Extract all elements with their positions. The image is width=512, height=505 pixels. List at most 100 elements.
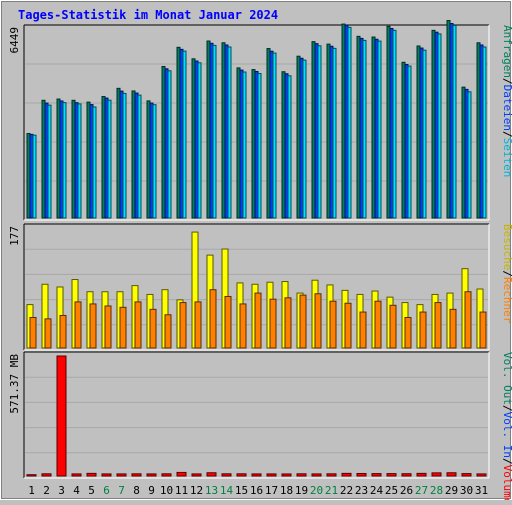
x-tick-label-day-31: 31: [475, 484, 488, 497]
bar-seiten-day-12: [197, 62, 202, 219]
x-tick-label-day-7: 7: [118, 484, 125, 497]
bar-volumen-day-28: [431, 472, 442, 477]
x-tick-label-day-9: 9: [148, 484, 155, 497]
x-tick-label-day-26: 26: [400, 484, 413, 497]
x-tick-label-day-5: 5: [88, 484, 95, 497]
x-tick-label-day-20: 20: [310, 484, 323, 497]
bar-rechner-day-8: [134, 301, 142, 349]
bar-seiten-day-19: [302, 59, 307, 219]
legend-dateien: Dateien: [501, 85, 512, 131]
panel-3-background: [24, 352, 489, 478]
x-tick-label-day-24: 24: [370, 484, 384, 497]
legend-vol-in: Vol. In: [501, 412, 512, 458]
x-tick-label-day-1: 1: [28, 484, 35, 497]
bar-rechner-day-3: [59, 314, 67, 349]
bar-volumen-day-3: [56, 355, 67, 477]
bar-volumen-day-8: [131, 473, 142, 477]
bar-volumen-day-30: [461, 473, 472, 477]
bar-seiten-day-24: [377, 40, 382, 219]
bar-seiten-day-31: [482, 46, 487, 219]
legend-separator: /: [501, 405, 512, 412]
bar-rechner-day-26: [404, 316, 412, 349]
bar-rechner-day-4: [74, 301, 82, 349]
bar-volumen-day-4: [71, 473, 82, 477]
x-tick-label-day-17: 17: [265, 484, 278, 497]
bar-seiten-day-17: [272, 52, 277, 219]
chart-title: Tages-Statistik im Monat Januar 2024: [18, 8, 278, 22]
bar-seiten-day-20: [317, 45, 322, 219]
bar-seiten-day-29: [452, 24, 457, 219]
bar-seiten-day-15: [242, 71, 247, 219]
bar-volumen-day-19: [296, 473, 307, 477]
panel-1-legend: Anfragen/Dateien/Seiten: [501, 25, 512, 177]
bar-rechner-day-31: [479, 311, 487, 349]
bar-rechner-day-24: [374, 300, 382, 349]
bar-volumen-day-23: [356, 472, 367, 477]
bar-volumen-day-26: [401, 473, 412, 477]
x-tick-label-day-15: 15: [235, 484, 248, 497]
bar-seiten-day-22: [347, 26, 352, 219]
bar-volumen-day-18: [281, 473, 292, 477]
bar-rechner-day-20: [314, 293, 322, 349]
bar-volumen-day-10: [161, 473, 172, 477]
x-tick-label-day-8: 8: [133, 484, 140, 497]
legend-anfragen: Anfragen: [501, 25, 512, 78]
x-tick-label-day-4: 4: [73, 484, 80, 497]
bar-rechner-day-17: [269, 298, 277, 349]
bar-volumen-day-29: [446, 472, 457, 477]
bar-rechner-day-14: [224, 295, 232, 349]
bar-seiten-day-1: [32, 134, 37, 219]
bar-rechner-day-9: [149, 308, 157, 349]
bar-seiten-day-5: [92, 106, 97, 219]
bar-volumen-day-14: [221, 473, 232, 477]
panels: 6449Anfragen/Dateien/Seiten177Besuche/Re…: [8, 20, 512, 505]
legend-separator: /: [501, 458, 512, 465]
x-tick-label-day-25: 25: [385, 484, 398, 497]
x-tick-label-day-3: 3: [58, 484, 65, 497]
bar-volumen-day-5: [86, 472, 97, 477]
bar-rechner-day-23: [359, 311, 367, 349]
bar-rechner-day-28: [434, 302, 442, 349]
bar-rechner-day-2: [44, 318, 52, 349]
bar-seiten-day-28: [437, 33, 442, 219]
x-tick-label-day-19: 19: [295, 484, 308, 497]
bar-rechner-day-12: [194, 301, 202, 349]
bar-rechner-day-16: [254, 292, 262, 349]
bar-volumen-day-15: [236, 473, 247, 477]
bar-rechner-day-27: [419, 311, 427, 349]
bar-volumen-day-2: [41, 473, 52, 477]
bar-volumen-day-12: [191, 473, 202, 477]
bar-seiten-day-6: [107, 99, 112, 219]
bar-volumen-day-20: [311, 473, 322, 477]
bar-rechner-day-22: [344, 302, 352, 349]
bar-volumen-day-6: [101, 473, 112, 477]
bar-volumen-day-21: [326, 473, 337, 477]
bar-rechner-day-30: [464, 291, 472, 349]
bar-volumen-day-24: [371, 473, 382, 477]
bar-volumen-day-9: [146, 473, 157, 477]
panel-1-ymax-label: 6449: [8, 27, 21, 54]
bar-rechner-day-29: [449, 308, 457, 349]
bar-rechner-day-18: [284, 297, 292, 349]
x-tick-label-day-23: 23: [355, 484, 368, 497]
x-tick-label-day-29: 29: [445, 484, 458, 497]
bar-volumen-day-22: [341, 472, 352, 477]
bar-rechner-day-15: [239, 303, 247, 349]
bar-rechner-day-19: [299, 294, 307, 349]
bar-seiten-day-4: [77, 103, 82, 219]
panel-2-ymax-label: 177: [8, 226, 21, 246]
x-tick-label-day-16: 16: [250, 484, 263, 497]
bar-rechner-day-11: [179, 302, 187, 349]
legend-separator: /: [501, 270, 512, 277]
x-tick-label-day-27: 27: [415, 484, 428, 497]
legend-besuche: Besuche: [501, 224, 512, 270]
x-tick-label-day-21: 21: [325, 484, 338, 497]
bar-seiten-day-3: [62, 102, 67, 219]
bar-volumen-day-7: [116, 473, 127, 477]
bar-rechner-day-25: [389, 304, 397, 349]
bar-seiten-day-10: [167, 70, 172, 219]
bar-volumen-day-27: [416, 472, 427, 477]
